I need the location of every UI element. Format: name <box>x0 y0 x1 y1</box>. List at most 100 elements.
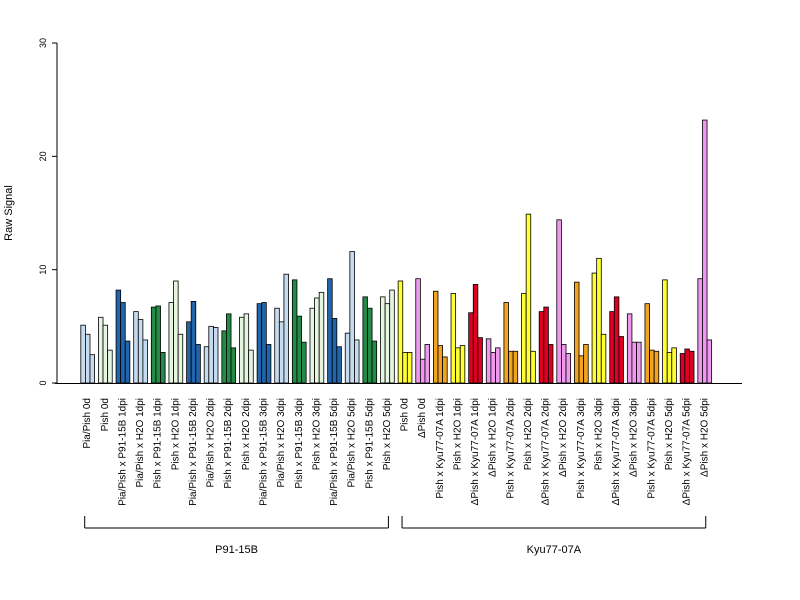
bar <box>697 278 703 384</box>
x-tick-label: Pia/Pish x P91-15B 5dpi <box>329 398 340 506</box>
bar <box>331 317 338 384</box>
bar <box>173 280 179 384</box>
x-tick-label: Pia/Pish x H2O 3dpi <box>276 398 287 488</box>
bar <box>591 272 598 384</box>
x-tick-label: Pish x Kyu77-07A 5dpi <box>646 398 657 499</box>
bar <box>508 350 514 384</box>
bar <box>406 351 413 384</box>
x-tick-label: ΔPish x Kyu77-07A 5dpi <box>682 398 693 505</box>
x-tick-label: Pish x Kyu77-07A 3dpi <box>576 398 587 499</box>
bar <box>226 313 232 384</box>
x-tick-label: Pia/Pish 0d <box>82 398 93 449</box>
bar <box>314 297 320 384</box>
bar <box>538 311 545 384</box>
bar <box>98 316 104 384</box>
bar <box>402 351 408 384</box>
x-tick-label: ΔPish x H2O 1dpi <box>488 398 499 477</box>
bar <box>367 307 373 384</box>
x-tick-label: ΔPish x Kyu77-07A 1dpi <box>470 398 481 505</box>
x-tick-label: Pish x H2O 2dpi <box>523 398 534 470</box>
bar <box>107 349 113 384</box>
bar <box>596 257 602 384</box>
x-tick-label: Pish x H2O 1dpi <box>452 398 463 470</box>
y-tick-label: 10 <box>38 265 48 275</box>
bar <box>296 315 302 384</box>
x-tick-label: Pish x H2O 3dpi <box>593 398 604 470</box>
bar <box>102 324 109 384</box>
bar <box>85 333 91 384</box>
bar <box>583 344 589 384</box>
bar <box>354 339 360 384</box>
bar <box>600 333 607 384</box>
bar <box>344 332 351 384</box>
bar <box>213 327 219 384</box>
bar <box>190 300 197 384</box>
bar <box>432 290 439 384</box>
bar <box>689 350 695 384</box>
bar <box>666 351 673 384</box>
bar <box>195 344 201 384</box>
x-tick-label: Pia/Pish x H2O 5dpi <box>347 398 358 488</box>
bar <box>177 333 184 384</box>
bar <box>450 293 457 384</box>
y-axis-label: Raw Signal <box>3 185 15 241</box>
bar <box>574 281 580 384</box>
bar <box>671 347 677 384</box>
bar <box>389 289 395 384</box>
bar <box>371 340 378 384</box>
x-tick-label: ΔPish x Kyu77-07A 2dpi <box>541 398 552 505</box>
bar <box>636 341 642 384</box>
bar <box>239 316 245 384</box>
bar <box>230 347 237 384</box>
bar <box>120 302 126 384</box>
bar <box>203 346 210 384</box>
bar <box>186 321 192 384</box>
bar <box>618 336 624 384</box>
bar <box>442 356 448 384</box>
bar <box>459 345 466 384</box>
bar <box>653 350 660 384</box>
bar <box>327 278 333 384</box>
x-tick-label: Pish x H2O 3dpi <box>311 398 322 470</box>
bar <box>609 311 615 384</box>
x-tick-label: Pish x Kyu77-07A 1dpi <box>435 398 446 499</box>
x-tick-label: Pish x P91-15B 2dpi <box>223 398 234 489</box>
bar <box>349 251 355 384</box>
bar <box>256 303 263 384</box>
bar <box>150 306 157 384</box>
bar <box>631 341 637 384</box>
bar <box>543 306 549 384</box>
y-tick-label: 20 <box>38 151 48 161</box>
bar <box>142 339 148 384</box>
bar <box>243 313 250 384</box>
x-tick-label: Pia/Pish x H2O 1dpi <box>135 398 146 488</box>
bar <box>490 351 496 384</box>
bar <box>706 339 713 384</box>
bar <box>336 346 342 384</box>
bar <box>512 350 519 384</box>
bar <box>530 350 536 384</box>
bar <box>424 344 430 384</box>
bar <box>397 280 404 384</box>
bar <box>278 321 285 384</box>
x-tick-label: Pia/Pish x P91-15B 2dpi <box>188 398 199 506</box>
group-label: Kyu77-07A <box>527 544 582 556</box>
x-tick-label: Pish 0d <box>100 398 111 431</box>
bar <box>80 324 86 384</box>
bar <box>547 344 554 384</box>
bar <box>662 279 668 384</box>
x-tick-label: ΔPish x H2O 3dpi <box>629 398 640 477</box>
bar <box>133 311 139 384</box>
bar <box>477 337 483 384</box>
bar <box>684 348 690 384</box>
x-tick-label: Pish x H2O 1dpi <box>170 398 181 470</box>
bar <box>437 345 443 384</box>
bar <box>468 312 474 384</box>
x-tick-label: Pish x P91-15B 1dpi <box>153 398 164 489</box>
x-tick-label: Pish x H2O 5dpi <box>664 398 675 470</box>
y-tick-label: 30 <box>38 38 48 48</box>
bar <box>613 296 620 384</box>
bars <box>80 119 713 384</box>
bar <box>274 307 280 384</box>
